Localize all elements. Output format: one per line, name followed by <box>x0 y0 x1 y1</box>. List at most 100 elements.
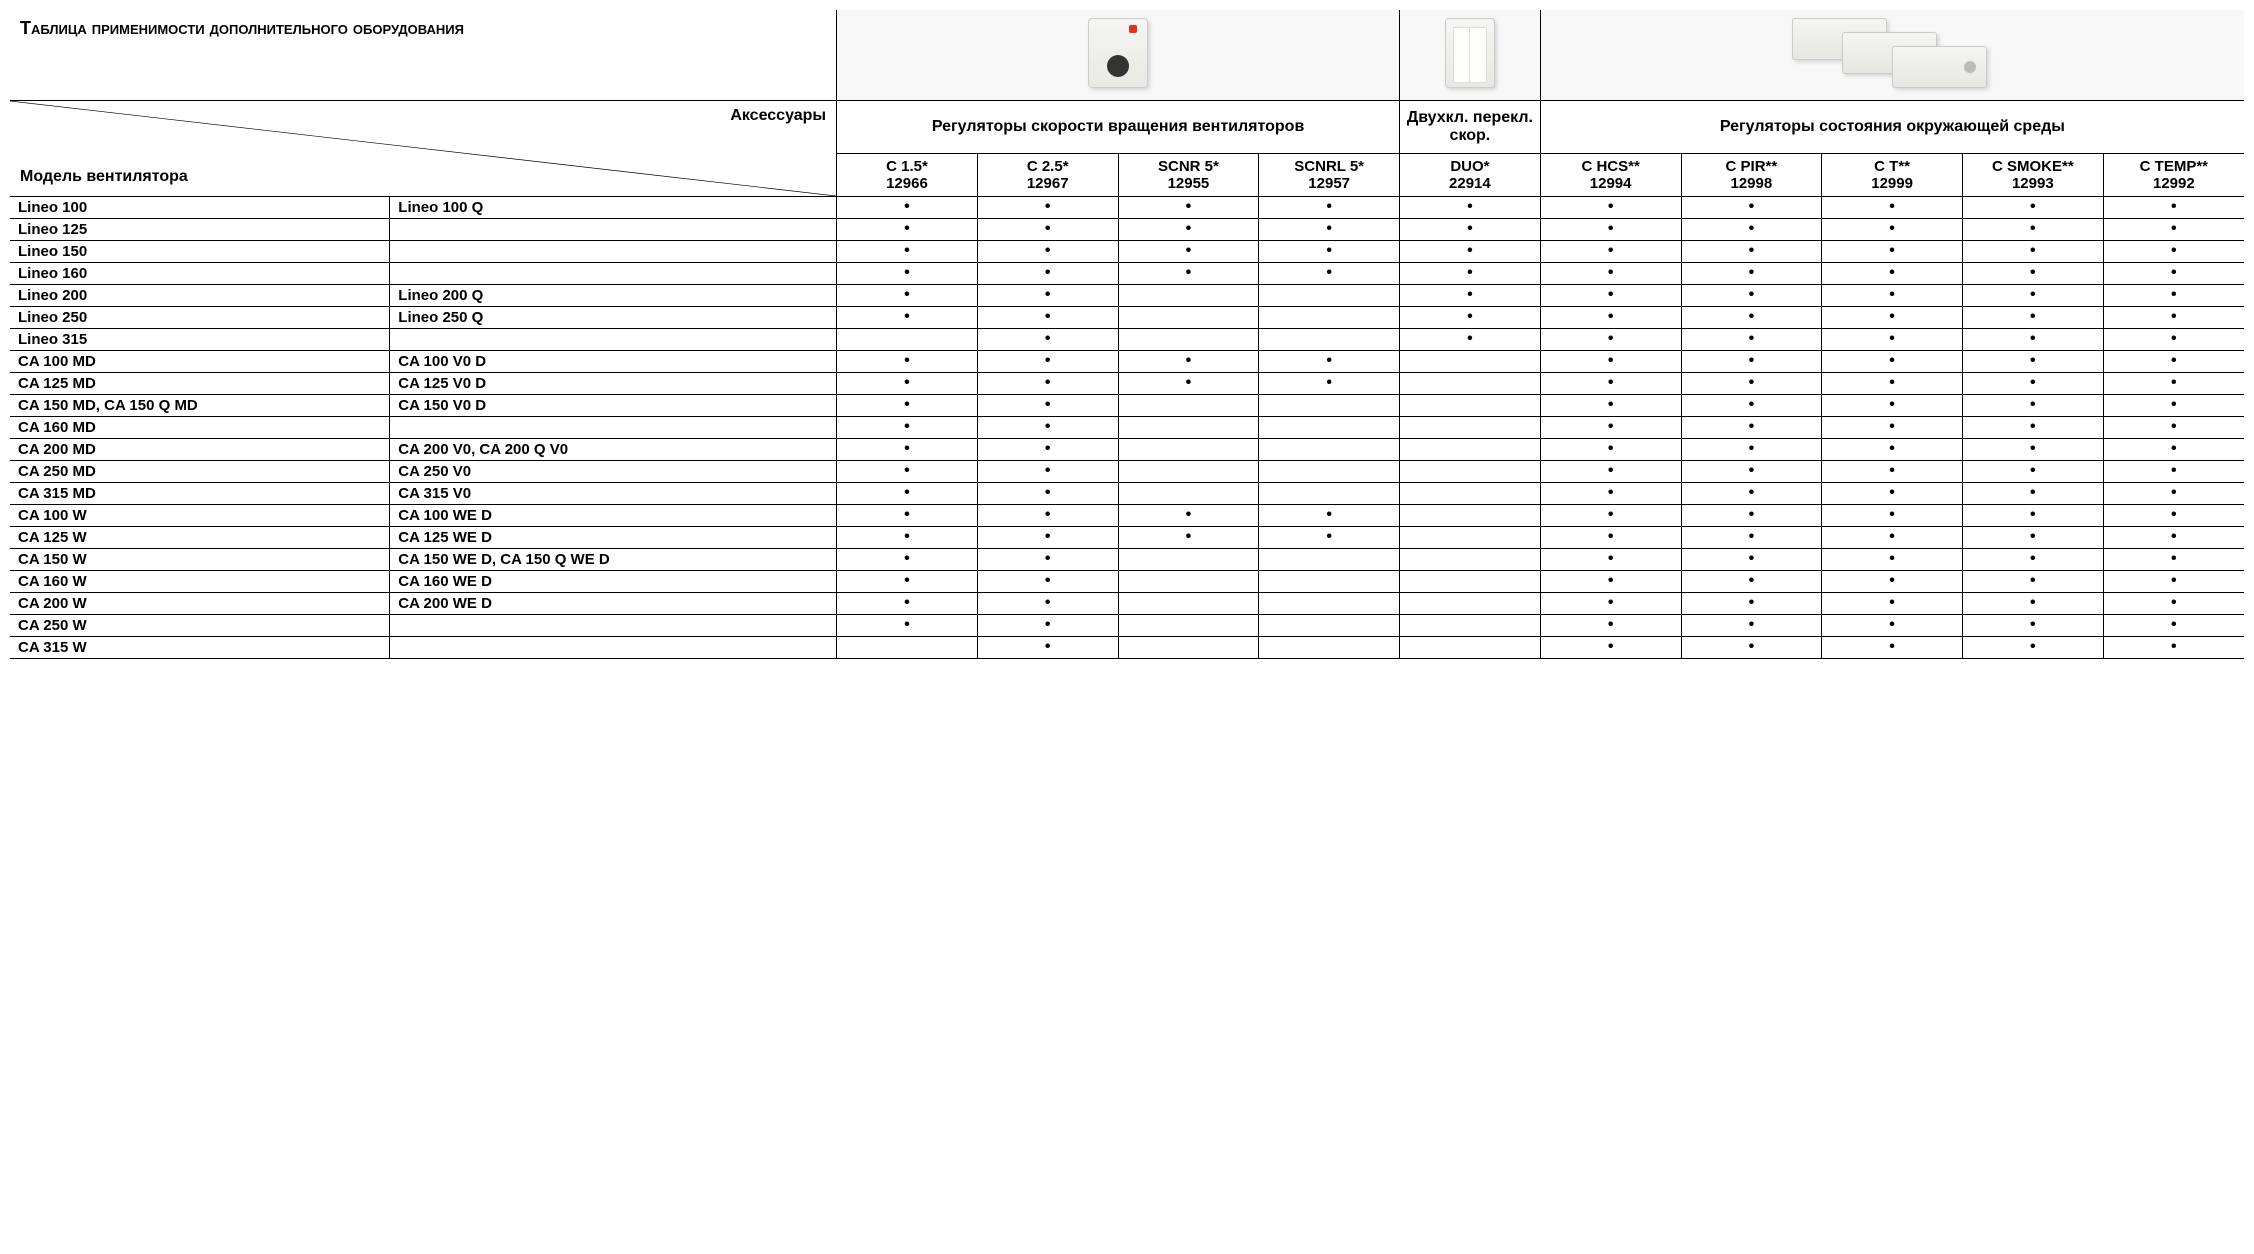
compatibility-cell <box>1118 438 1259 460</box>
compatibility-cell: • <box>977 196 1118 218</box>
compatibility-cell: • <box>977 570 1118 592</box>
compatibility-cell: • <box>977 372 1118 394</box>
model-name-secondary: CA 100 WE D <box>390 504 837 526</box>
compatibility-cell: • <box>1540 350 1681 372</box>
compatibility-cell: • <box>1681 438 1822 460</box>
compatibility-cell: • <box>837 482 978 504</box>
compatibility-cell <box>1259 636 1400 658</box>
compatibility-cell: • <box>2103 350 2244 372</box>
table-row: CA 315 MDCA 315 V0••••••• <box>10 482 2244 504</box>
compatibility-cell: • <box>1962 460 2103 482</box>
compatibility-cell <box>1400 570 1541 592</box>
table-row: CA 250 W••••••• <box>10 614 2244 636</box>
compatibility-cell: • <box>837 372 978 394</box>
sensors-image <box>1792 18 1992 88</box>
model-name-secondary: CA 200 V0, CA 200 Q V0 <box>390 438 837 460</box>
speed-controller-image <box>1088 18 1148 88</box>
table-row: Lineo 125•••••••••• <box>10 218 2244 240</box>
compatibility-cell <box>837 328 978 350</box>
compatibility-cell: • <box>1962 592 2103 614</box>
table-row: Lineo 150•••••••••• <box>10 240 2244 262</box>
compatibility-cell: • <box>1400 284 1541 306</box>
model-name-secondary: CA 150 V0 D <box>390 394 837 416</box>
model-name-secondary: Lineo 200 Q <box>390 284 837 306</box>
compatibility-cell <box>1400 394 1541 416</box>
compatibility-cell: • <box>1540 416 1681 438</box>
accessory-code: C T** <box>1824 158 1960 175</box>
accessory-number: 12992 <box>2106 175 2242 192</box>
compatibility-cell <box>1118 482 1259 504</box>
compatibility-cell: • <box>837 592 978 614</box>
group-image-cell <box>1400 10 1541 100</box>
table-row: CA 160 WCA 160 WE D••••••• <box>10 570 2244 592</box>
compatibility-cell: • <box>1540 482 1681 504</box>
compatibility-cell <box>1259 482 1400 504</box>
model-name-secondary: Lineo 250 Q <box>390 306 837 328</box>
table-row: CA 100 MDCA 100 V0 D••••••••• <box>10 350 2244 372</box>
compatibility-cell <box>1118 394 1259 416</box>
table-row: CA 125 WCA 125 WE D••••••••• <box>10 526 2244 548</box>
compatibility-cell: • <box>2103 218 2244 240</box>
compatibility-cell <box>1118 284 1259 306</box>
compatibility-cell: • <box>1118 196 1259 218</box>
compatibility-cell: • <box>1681 262 1822 284</box>
model-name-primary: CA 125 MD <box>10 372 390 394</box>
compatibility-cell: • <box>977 240 1118 262</box>
model-name-primary: Lineo 250 <box>10 306 390 328</box>
table-row: Lineo 250Lineo 250 Q•••••••• <box>10 306 2244 328</box>
compatibility-cell: • <box>1400 196 1541 218</box>
switch-image <box>1445 18 1495 88</box>
compatibility-cell: • <box>837 416 978 438</box>
accessory-code: C 2.5* <box>980 158 1116 175</box>
compatibility-table: Таблица применимости дополнительного обо… <box>10 10 2244 659</box>
column-header: C 1.5*12966 <box>837 153 978 196</box>
compatibility-cell: • <box>1962 240 2103 262</box>
compatibility-cell: • <box>1540 328 1681 350</box>
compatibility-cell: • <box>977 526 1118 548</box>
compatibility-cell: • <box>837 306 978 328</box>
group-header: Регуляторы состояния окружающей среды <box>1540 100 2244 153</box>
column-header: C HCS**12994 <box>1540 153 1681 196</box>
compatibility-cell: • <box>2103 592 2244 614</box>
model-name-primary: CA 160 W <box>10 570 390 592</box>
compatibility-cell <box>1259 548 1400 570</box>
group-header: Двухкл. перекл. скор. <box>1400 100 1541 153</box>
compatibility-cell: • <box>2103 460 2244 482</box>
table-row: Lineo 315••••••• <box>10 328 2244 350</box>
compatibility-cell: • <box>977 262 1118 284</box>
model-name-primary: CA 315 W <box>10 636 390 658</box>
compatibility-cell: • <box>1259 262 1400 284</box>
model-name-secondary <box>390 636 837 658</box>
compatibility-cell: • <box>2103 196 2244 218</box>
model-name-primary: Lineo 150 <box>10 240 390 262</box>
compatibility-cell <box>1118 460 1259 482</box>
compatibility-cell <box>1259 460 1400 482</box>
group-header: Регуляторы скорости вращения вентиляторо… <box>837 100 1400 153</box>
model-name-secondary <box>390 614 837 636</box>
compatibility-cell <box>1259 306 1400 328</box>
compatibility-cell: • <box>2103 372 2244 394</box>
compatibility-cell <box>1118 636 1259 658</box>
compatibility-cell: • <box>1118 240 1259 262</box>
compatibility-cell <box>1118 306 1259 328</box>
compatibility-cell: • <box>1400 240 1541 262</box>
compatibility-cell: • <box>1118 218 1259 240</box>
compatibility-cell: • <box>2103 636 2244 658</box>
compatibility-cell <box>1400 372 1541 394</box>
compatibility-cell: • <box>977 548 1118 570</box>
compatibility-cell <box>1400 482 1541 504</box>
model-name-primary: CA 125 W <box>10 526 390 548</box>
compatibility-cell <box>1259 438 1400 460</box>
table-row: CA 160 MD••••••• <box>10 416 2244 438</box>
table-row: CA 150 MD, CA 150 Q MDCA 150 V0 D••••••• <box>10 394 2244 416</box>
model-name-secondary: Lineo 100 Q <box>390 196 837 218</box>
model-name-secondary <box>390 240 837 262</box>
compatibility-cell: • <box>1822 284 1963 306</box>
group-image-cell <box>837 10 1400 100</box>
column-header: C SMOKE**12993 <box>1962 153 2103 196</box>
model-label: Модель вентилятора <box>20 168 188 186</box>
compatibility-cell: • <box>2103 416 2244 438</box>
compatibility-cell: • <box>1681 306 1822 328</box>
compatibility-cell: • <box>1400 218 1541 240</box>
compatibility-cell <box>1118 328 1259 350</box>
